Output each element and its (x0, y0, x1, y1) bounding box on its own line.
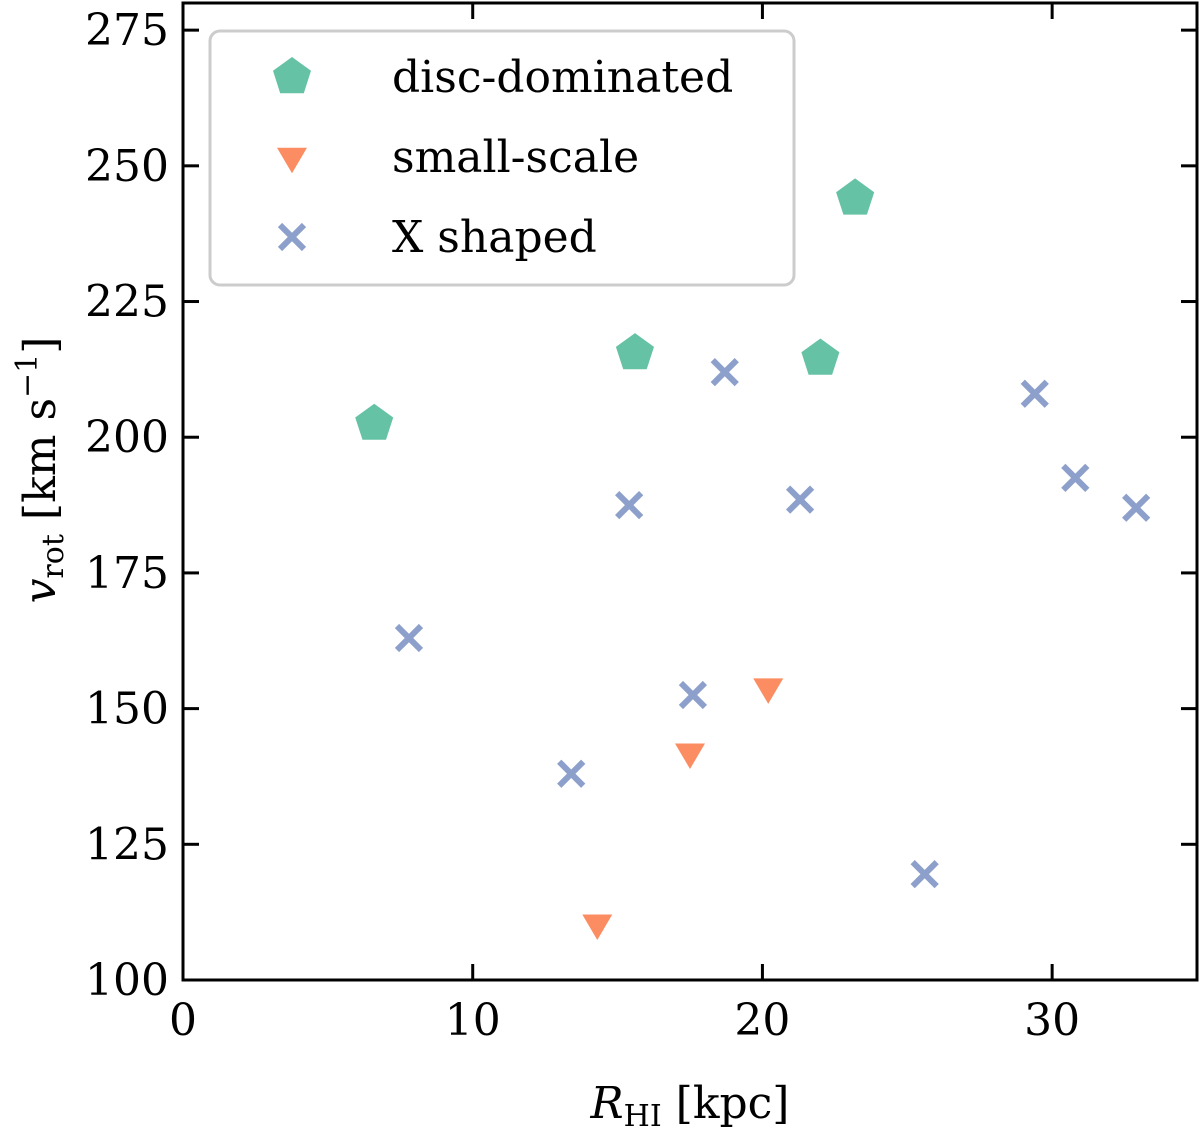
data-point (1020, 379, 1049, 408)
y-tick-label: 225 (85, 277, 169, 328)
y-tick-label: 125 (85, 819, 169, 870)
data-point (753, 678, 784, 704)
series-small-scale (582, 678, 784, 940)
legend-marker (273, 57, 311, 94)
y-tick-label: 275 (85, 5, 169, 56)
y-tick-label: 175 (85, 548, 169, 599)
y-tick-label: 200 (85, 412, 169, 463)
series-disc-dominated (355, 178, 875, 440)
legend-marker (277, 222, 307, 252)
data-point (582, 914, 613, 940)
data-point (836, 178, 875, 215)
plot-frame (181, 1, 1199, 982)
legend-item: small-scale (277, 132, 639, 183)
legend-label: X shaped (392, 212, 597, 263)
x-axis-label: RHI [kpc] (590, 1078, 790, 1128)
data-point (801, 338, 840, 375)
data-points (355, 178, 1151, 940)
x-tick-label: 10 (445, 995, 501, 1046)
data-point (1122, 493, 1151, 522)
data-point (615, 490, 644, 520)
legend-label: disc-dominated (392, 52, 733, 103)
x-tick-label: 30 (1024, 995, 1080, 1046)
y-tick-label: 100 (85, 955, 169, 1006)
data-point (355, 403, 394, 440)
data-point (557, 759, 586, 788)
legend-box (208, 29, 796, 287)
x-tick-label: 0 (169, 995, 197, 1046)
legend-label: small-scale (392, 132, 639, 183)
data-point (710, 357, 739, 387)
series-x-shaped (394, 357, 1151, 889)
legend-item: X shaped (277, 212, 597, 263)
legend-marker (277, 147, 307, 174)
y-axis-label: vrot[km s−1] (10, 337, 71, 604)
x-tick-label: 20 (734, 995, 790, 1046)
data-point (394, 623, 424, 653)
legend-item: disc-dominated (273, 52, 733, 103)
data-point (678, 680, 708, 710)
data-point (785, 485, 815, 514)
data-point (615, 333, 654, 370)
legend: disc-dominated small-scale X shaped (208, 29, 796, 287)
data-point (675, 743, 705, 769)
data-point (1061, 463, 1090, 493)
axis-ticks: 0 10 20 30 100 125 150 175 200 225 250 275 (85, 3, 1197, 1046)
y-tick-label: 150 (85, 684, 169, 735)
data-point (910, 860, 939, 889)
y-tick-label: 250 (85, 141, 169, 192)
